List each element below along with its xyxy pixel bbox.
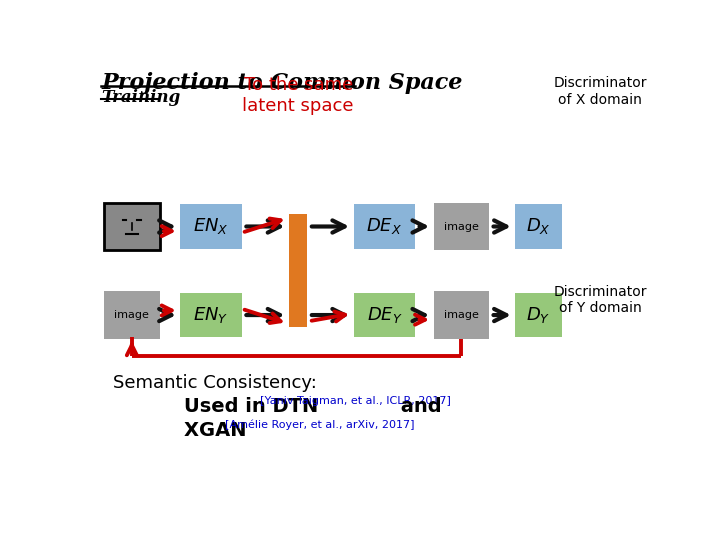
FancyBboxPatch shape (180, 293, 242, 338)
FancyBboxPatch shape (433, 202, 489, 251)
FancyBboxPatch shape (354, 204, 415, 249)
Text: [Yaniv Taigman, et al., ICLR, 2017]: [Yaniv Taigman, et al., ICLR, 2017] (260, 396, 451, 406)
FancyBboxPatch shape (104, 291, 160, 339)
FancyBboxPatch shape (289, 214, 307, 327)
Text: $D_X$: $D_X$ (526, 217, 551, 237)
Text: $EN_X$: $EN_X$ (193, 217, 229, 237)
Text: Discriminator
of Y domain: Discriminator of Y domain (553, 285, 647, 315)
Text: image: image (444, 310, 479, 320)
Text: $DE_X$: $DE_X$ (366, 217, 402, 237)
Text: image: image (114, 310, 149, 320)
Text: To the same
latent space: To the same latent space (243, 76, 354, 115)
Text: Discriminator
of X domain: Discriminator of X domain (553, 76, 647, 106)
FancyBboxPatch shape (433, 291, 489, 339)
FancyBboxPatch shape (180, 204, 242, 249)
FancyBboxPatch shape (104, 202, 160, 251)
Text: Projection to Common Space: Projection to Common Space (101, 72, 462, 94)
Text: $DE_Y$: $DE_Y$ (366, 305, 402, 325)
FancyBboxPatch shape (516, 204, 562, 249)
Text: Used in DTN: Used in DTN (184, 397, 325, 416)
Text: Training: Training (101, 90, 180, 106)
Text: Semantic Consistency:: Semantic Consistency: (113, 374, 318, 393)
Text: $EN_Y$: $EN_Y$ (194, 305, 229, 325)
Text: and: and (395, 397, 442, 416)
Text: image: image (444, 221, 479, 232)
FancyBboxPatch shape (516, 293, 562, 338)
Text: [Amélie Royer, et al., arXiv, 2017]: [Amélie Royer, et al., arXiv, 2017] (225, 419, 415, 429)
Text: XGAN: XGAN (184, 421, 253, 440)
Text: $D_Y$: $D_Y$ (526, 305, 551, 325)
FancyBboxPatch shape (354, 293, 415, 338)
